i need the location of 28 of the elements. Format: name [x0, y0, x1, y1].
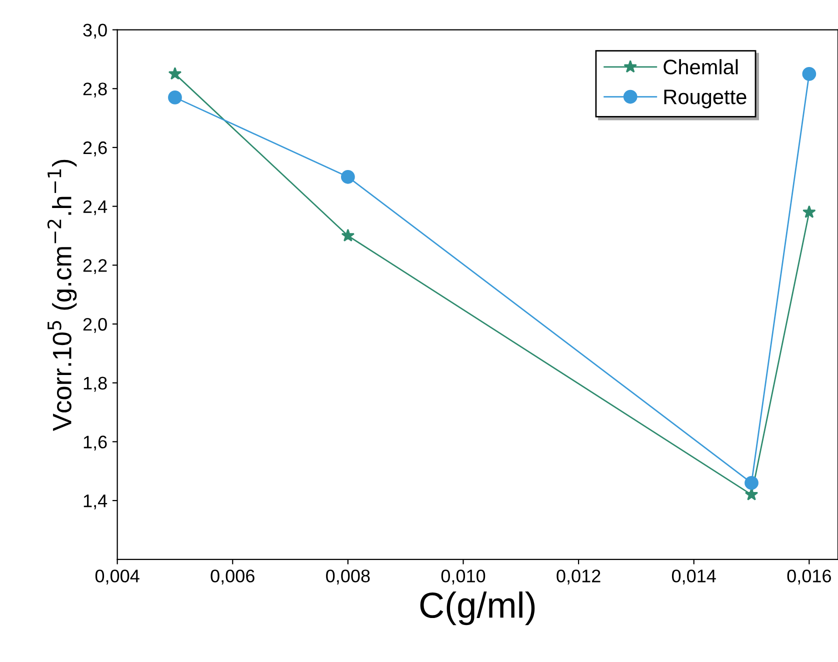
x-tick-label: 0,006 — [210, 570, 254, 585]
y-axis-title: Vcorr.10$^{5}$ (g.cm$^{−2}$.h$^{−1}$) — [47, 160, 77, 432]
x-tick-label: 0,014 — [672, 570, 716, 585]
legend-label: Chemlal — [664, 59, 738, 74]
y-tick-label: 1,6 — [84, 436, 107, 451]
point — [802, 66, 816, 81]
y-tick-label: 2,4 — [83, 200, 108, 216]
y-tick-label: 2,6 — [83, 141, 107, 156]
y-tick-label: 1,8 — [84, 376, 107, 392]
point — [168, 66, 182, 80]
x-tick-label: 0,012 — [556, 570, 600, 585]
point — [744, 476, 758, 490]
legend-label: Rougette — [664, 90, 746, 108]
point — [168, 90, 182, 104]
y-tick-label: 3,0 — [83, 24, 107, 39]
x-tick-label: 0,008 — [326, 570, 370, 585]
point — [340, 170, 355, 184]
y-tick-label: 2,2 — [83, 259, 107, 274]
x-tick-label: 0,016 — [787, 570, 831, 585]
x-tick-label: 0,010 — [441, 570, 486, 585]
y-tick-label: 2,0 — [83, 318, 107, 333]
y-tick-label: 2,8 — [83, 82, 107, 98]
point — [744, 488, 758, 500]
x-axis-title: C(g/ml) — [420, 592, 535, 626]
x-tick-label: 0,004 — [95, 570, 140, 585]
y-tick-label: 1,4 — [84, 494, 108, 510]
point — [341, 228, 355, 242]
point — [802, 205, 816, 218]
